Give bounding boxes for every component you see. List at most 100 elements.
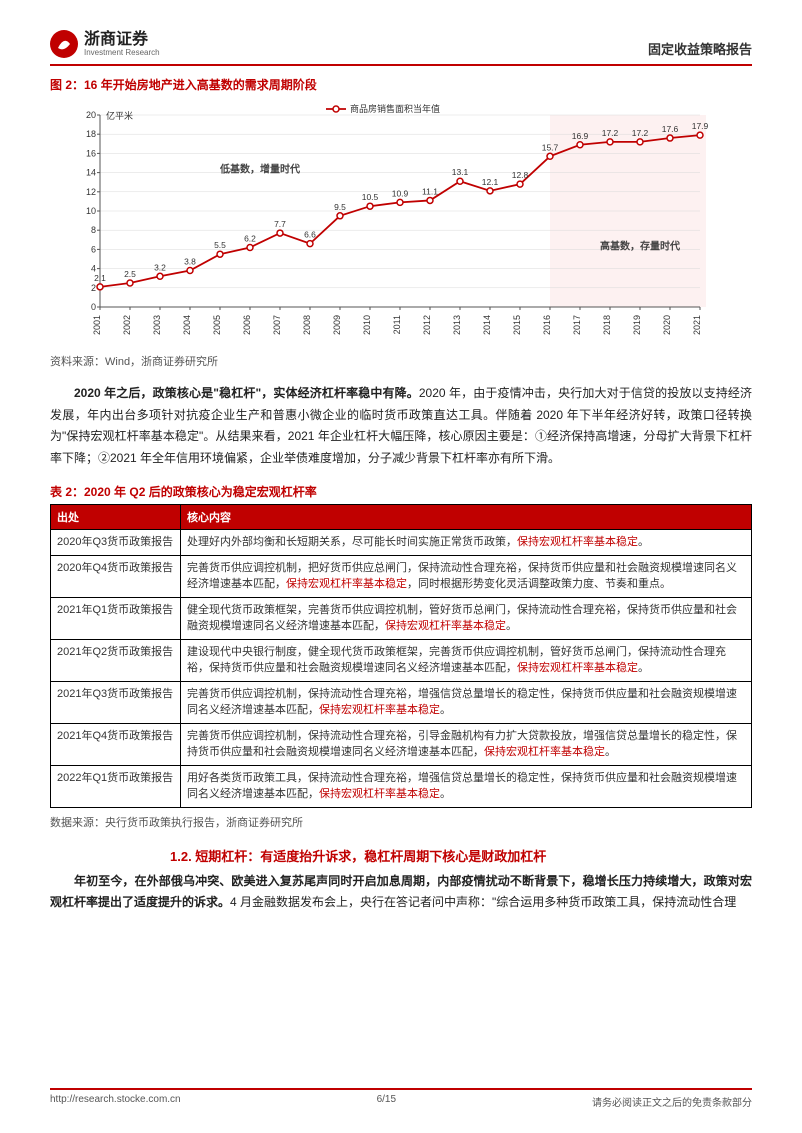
figure-source: 资料来源：Wind，浙商证券研究所	[50, 353, 752, 369]
svg-text:2.5: 2.5	[124, 269, 136, 279]
svg-text:10.9: 10.9	[392, 188, 409, 198]
para2-rest: 4 月金融数据发布会上，央行在答记者问中声称："综合运用多种货币政策工具，保持流…	[230, 895, 736, 909]
table-cell-content: 处理好内外部均衡和长短期关系，尽可能长时间实施正常货币政策，保持宏观杠杆率基本稳…	[181, 530, 752, 556]
table-cell-source: 2021年Q3货币政策报告	[51, 681, 181, 723]
table-row: 2021年Q2货币政策报告建设现代中央银行制度，健全现代货币政策框架，完善货币供…	[51, 639, 752, 681]
svg-text:3.2: 3.2	[154, 262, 166, 272]
svg-text:6.6: 6.6	[304, 230, 316, 240]
svg-text:2012: 2012	[422, 315, 432, 335]
company-logo-icon	[50, 30, 78, 58]
footer-disclaimer: 请务必阅读正文之后的免责条款部分	[592, 1094, 752, 1109]
svg-text:13.1: 13.1	[452, 167, 469, 177]
svg-text:6: 6	[91, 244, 96, 254]
table-cell-source: 2021年Q4货币政策报告	[51, 723, 181, 765]
svg-text:2: 2	[91, 283, 96, 293]
table-cell-content: 完善货币供应调控机制，保持流动性合理充裕，增强信贷总量增长的稳定性，保持货币供应…	[181, 681, 752, 723]
table-cell-content: 健全现代货币政策框架，完善货币供应调控机制，管好货币总闸门，保持流动性合理充裕，…	[181, 597, 752, 639]
company-name-cn: 浙商证券	[84, 31, 160, 49]
svg-text:2003: 2003	[152, 315, 162, 335]
svg-text:2006: 2006	[242, 315, 252, 335]
table-row: 2021年Q3货币政策报告完善货币供应调控机制，保持流动性合理充裕，增强信贷总量…	[51, 681, 752, 723]
table-row: 2022年Q1货币政策报告用好各类货币政策工具，保持流动性合理充裕，增强信贷总量…	[51, 765, 752, 807]
section-heading: 1.2. 短期杠杆：有适度抬升诉求，稳杠杆周期下核心是财政加杠杆	[50, 846, 752, 865]
table-cell-content: 完善货币供应调控机制，保持流动性合理充裕，引导金融机构有力扩大贷款投放，增强信贷…	[181, 723, 752, 765]
svg-text:17.2: 17.2	[632, 128, 649, 138]
svg-text:2018: 2018	[602, 315, 612, 335]
svg-text:12.8: 12.8	[512, 170, 529, 180]
svg-text:2009: 2009	[332, 315, 342, 335]
svg-text:16: 16	[86, 148, 96, 158]
svg-text:2016: 2016	[542, 315, 552, 335]
table-cell-content: 用好各类货币政策工具，保持流动性合理充裕，增强信贷总量增长的稳定性，保持货币供应…	[181, 765, 752, 807]
logo-block: 浙商证券 Investment Research	[50, 30, 160, 58]
table-cell-source: 2021年Q1货币政策报告	[51, 597, 181, 639]
svg-text:0: 0	[91, 302, 96, 312]
table-row: 2020年Q3货币政策报告处理好内外部均衡和长短期关系，尽可能长时间实施正常货币…	[51, 530, 752, 556]
svg-text:17.6: 17.6	[662, 124, 679, 134]
svg-text:10: 10	[86, 206, 96, 216]
table-cell-source: 2021年Q2货币政策报告	[51, 639, 181, 681]
svg-text:2007: 2007	[272, 315, 282, 335]
svg-text:亿平米: 亿平米	[106, 110, 133, 121]
svg-text:高基数，存量时代: 高基数，存量时代	[600, 239, 680, 252]
svg-text:20: 20	[86, 110, 96, 120]
svg-text:8: 8	[91, 225, 96, 235]
table-cell-source: 2020年Q4货币政策报告	[51, 555, 181, 597]
table-source: 数据来源：央行货币政策执行报告，浙商证券研究所	[50, 814, 752, 830]
svg-text:10.5: 10.5	[362, 192, 379, 202]
line-chart: 0246810121416182020012002200320042005200…	[70, 101, 710, 341]
table-cell-content: 建设现代中央银行制度，健全现代货币政策框架，完善货币供应调控机制，管好货币总闸门…	[181, 639, 752, 681]
svg-text:9.5: 9.5	[334, 202, 346, 212]
svg-text:12: 12	[86, 187, 96, 197]
svg-text:15.7: 15.7	[542, 142, 559, 152]
svg-text:2021: 2021	[692, 315, 702, 335]
svg-text:17.9: 17.9	[692, 121, 709, 131]
svg-text:2020: 2020	[662, 315, 672, 335]
company-name-en: Investment Research	[84, 48, 160, 57]
svg-text:2005: 2005	[212, 315, 222, 335]
table-cell-source: 2020年Q3货币政策报告	[51, 530, 181, 556]
chart-container: 0246810121416182020012002200320042005200…	[50, 97, 752, 347]
body-paragraph-2: 年初至今，在外部俄乌冲突、欧美进入复苏尾声同时开启加息周期，内部疫情扰动不断背景…	[50, 871, 752, 914]
svg-text:14: 14	[86, 168, 96, 178]
footer-url: http://research.stocke.com.cn	[50, 1094, 181, 1109]
svg-text:2001: 2001	[92, 315, 102, 335]
svg-text:2019: 2019	[632, 315, 642, 335]
para1-lead: 2020 年之后，政策核心是"稳杠杆"，实体经济杠杆率稳中有降。	[74, 386, 419, 400]
svg-text:2015: 2015	[512, 315, 522, 335]
svg-text:2004: 2004	[182, 315, 192, 335]
table-cell-source: 2022年Q1货币政策报告	[51, 765, 181, 807]
svg-text:17.2: 17.2	[602, 128, 619, 138]
svg-text:12.1: 12.1	[482, 177, 499, 187]
svg-text:11.1: 11.1	[422, 186, 438, 196]
svg-text:2017: 2017	[572, 315, 582, 335]
svg-text:5.5: 5.5	[214, 240, 226, 250]
policy-table: 出处 核心内容 2020年Q3货币政策报告处理好内外部均衡和长短期关系，尽可能长…	[50, 504, 752, 808]
body-paragraph-1: 2020 年之后，政策核心是"稳杠杆"，实体经济杠杆率稳中有降。2020 年，由…	[50, 383, 752, 469]
table-row: 2020年Q4货币政策报告完善货币供应调控机制，把好货币供应总闸门，保持流动性合…	[51, 555, 752, 597]
report-type: 固定收益策略报告	[648, 39, 752, 58]
svg-text:2010: 2010	[362, 315, 372, 335]
svg-text:16.9: 16.9	[572, 131, 589, 141]
svg-text:商品房销售面积当年值: 商品房销售面积当年值	[350, 103, 440, 114]
svg-text:2008: 2008	[302, 315, 312, 335]
svg-text:2011: 2011	[392, 315, 402, 334]
svg-text:2.1: 2.1	[94, 273, 106, 283]
svg-text:6.2: 6.2	[244, 233, 256, 243]
table-col1: 出处	[51, 505, 181, 530]
table-col2: 核心内容	[181, 505, 752, 530]
svg-text:3.8: 3.8	[184, 257, 196, 267]
page-footer: http://research.stocke.com.cn 6/15 请务必阅读…	[50, 1088, 752, 1109]
svg-text:18: 18	[86, 129, 96, 139]
svg-text:7.7: 7.7	[274, 219, 286, 229]
svg-text:低基数，增量时代: 低基数，增量时代	[219, 163, 300, 176]
table-row: 2021年Q1货币政策报告健全现代货币政策框架，完善货币供应调控机制，管好货币总…	[51, 597, 752, 639]
table-title: 表 2：2020 年 Q2 后的政策核心为稳定宏观杠杆率	[50, 483, 752, 500]
table-row: 2021年Q4货币政策报告完善货币供应调控机制，保持流动性合理充裕，引导金融机构…	[51, 723, 752, 765]
footer-page: 6/15	[377, 1094, 396, 1109]
svg-text:2014: 2014	[482, 315, 492, 335]
table-cell-content: 完善货币供应调控机制，把好货币供应总闸门，保持流动性合理充裕，保持货币供应量和社…	[181, 555, 752, 597]
figure-title: 图 2：16 年开始房地产进入高基数的需求周期阶段	[50, 76, 752, 93]
svg-text:2002: 2002	[122, 315, 132, 335]
page-header: 浙商证券 Investment Research 固定收益策略报告	[50, 30, 752, 66]
